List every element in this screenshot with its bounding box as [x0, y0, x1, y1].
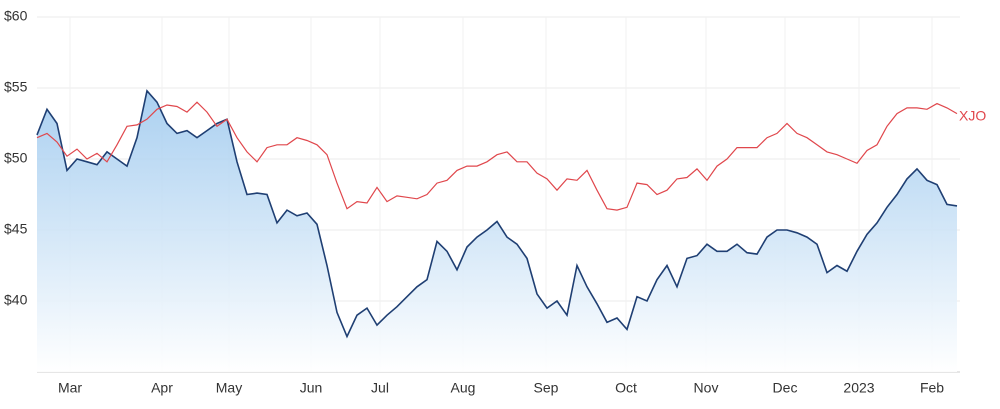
x-tick-label: Jun: [300, 380, 323, 396]
series-label: XJO: [959, 107, 986, 123]
x-tick-label: May: [216, 380, 242, 396]
x-tick-label: Apr: [151, 380, 173, 396]
area: [37, 90, 957, 373]
x-tick-label: Nov: [694, 380, 719, 396]
x-tick-label: Feb: [920, 380, 944, 396]
line: [36, 89, 958, 339]
x-tick-label: 2023: [843, 380, 874, 396]
y-tick-label: $55: [4, 79, 28, 95]
x-tick-label: Sep: [534, 380, 559, 396]
y-tick-label: $50: [4, 150, 28, 166]
y-tick-label: $60: [4, 8, 28, 24]
x-tick-label: Dec: [773, 380, 798, 396]
y-tick-label: $45: [4, 221, 28, 237]
x-tick-label: Jul: [371, 380, 389, 396]
y-tick-label: $40: [4, 292, 28, 308]
x-tick-label: Aug: [451, 380, 476, 396]
x-tick-label: Oct: [615, 380, 637, 396]
x-tick-label: Mar: [58, 380, 82, 396]
line: [36, 101, 958, 211]
